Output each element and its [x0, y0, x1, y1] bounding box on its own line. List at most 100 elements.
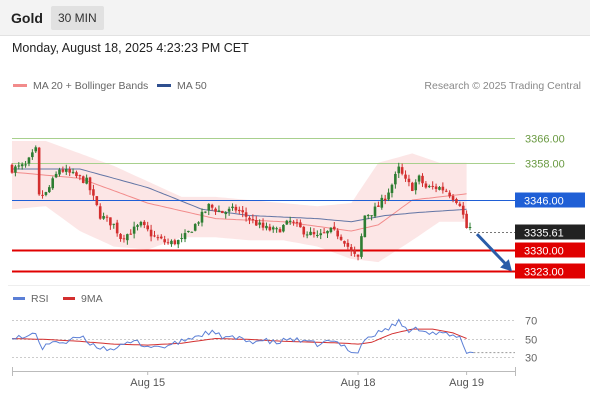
candle	[254, 216, 258, 226]
candle	[27, 156, 31, 167]
candle	[282, 224, 285, 233]
candle-body	[176, 239, 180, 245]
candle	[48, 185, 51, 194]
candle	[41, 190, 44, 199]
candle-body	[51, 178, 55, 189]
candle-body	[292, 221, 295, 223]
candle-body	[411, 182, 414, 191]
candle	[299, 219, 302, 228]
candle-body	[461, 205, 465, 215]
candle	[302, 225, 306, 238]
candle	[217, 205, 221, 213]
candle-body	[159, 236, 163, 239]
candle	[431, 181, 434, 190]
candle	[390, 183, 394, 198]
candle	[54, 171, 58, 179]
candle-body	[98, 206, 102, 219]
candle-body	[261, 222, 265, 228]
candle	[461, 201, 465, 219]
candle-body	[136, 225, 139, 227]
candle-body	[424, 183, 428, 188]
candle-body	[34, 147, 38, 152]
candle	[197, 221, 200, 226]
candle-body	[302, 226, 306, 235]
candle	[424, 181, 428, 189]
candle	[275, 226, 278, 233]
candle	[366, 214, 370, 220]
candle-body	[421, 175, 424, 184]
candle-body	[380, 197, 384, 208]
candle	[316, 230, 319, 238]
candle-body	[444, 190, 448, 192]
candle	[417, 174, 421, 185]
timeframe-badge[interactable]: 30 MIN	[51, 6, 104, 30]
candle-body	[92, 189, 95, 196]
candle-body	[390, 184, 394, 194]
candle	[407, 174, 411, 187]
candle	[458, 201, 462, 207]
candle	[204, 211, 207, 214]
candle	[238, 206, 241, 215]
candle-body	[234, 206, 238, 211]
candle	[44, 191, 48, 197]
candle	[214, 207, 217, 215]
candle	[336, 228, 339, 240]
candle-body	[183, 233, 187, 240]
candle	[360, 233, 363, 259]
candle	[268, 223, 272, 232]
candle-body	[122, 238, 126, 240]
candle-body	[231, 206, 234, 209]
candle-body	[132, 226, 136, 234]
candle	[105, 214, 109, 222]
candle-body	[377, 205, 380, 207]
candle-body	[268, 226, 272, 231]
candle-body	[180, 237, 183, 239]
candle-body	[105, 216, 109, 218]
candle-body	[360, 236, 363, 257]
candle-body	[204, 211, 207, 213]
level-label-3335.61: 3335.61	[524, 228, 564, 240]
candle	[163, 235, 166, 245]
candle-body	[156, 237, 160, 239]
legend-item-9ma: 9MA	[63, 293, 103, 305]
candle-body	[346, 242, 350, 247]
rsi-tick-label: 30	[525, 353, 537, 365]
candle	[166, 238, 170, 245]
candle-body	[20, 164, 24, 167]
candle-body	[68, 169, 71, 173]
candle	[397, 162, 401, 179]
candle	[81, 175, 85, 184]
candle-body	[64, 169, 68, 172]
candle-body	[417, 175, 421, 182]
candle-body	[78, 175, 82, 177]
candle-body	[339, 236, 343, 240]
candle-body	[271, 227, 275, 230]
9ma-label: 9MA	[81, 293, 103, 305]
timestamp: Monday, August 18, 2025 4:23:23 PM CET	[12, 41, 249, 55]
candle	[34, 145, 38, 154]
candle-body	[349, 247, 353, 252]
candle-body	[299, 222, 302, 228]
candle-body	[414, 182, 418, 191]
candle	[20, 162, 24, 170]
candle-body	[214, 208, 217, 212]
candle	[112, 223, 116, 229]
candle-body	[468, 227, 472, 229]
candle-body	[75, 172, 78, 177]
candle	[394, 171, 397, 189]
candle-body	[173, 240, 177, 245]
rsi-line	[11, 318, 474, 355]
candle-body	[193, 224, 197, 231]
candle-body	[221, 210, 224, 214]
level-tag-3323.00	[515, 263, 585, 279]
candle-body	[288, 220, 292, 222]
candle	[451, 194, 455, 203]
level-label-3358.00: 3358.00	[525, 159, 565, 171]
candle-body	[427, 186, 431, 188]
candle	[190, 231, 194, 233]
rsi-tick-label: 70	[525, 316, 537, 328]
candle-body	[88, 177, 92, 191]
candle-body	[187, 230, 190, 233]
candle	[102, 212, 105, 220]
